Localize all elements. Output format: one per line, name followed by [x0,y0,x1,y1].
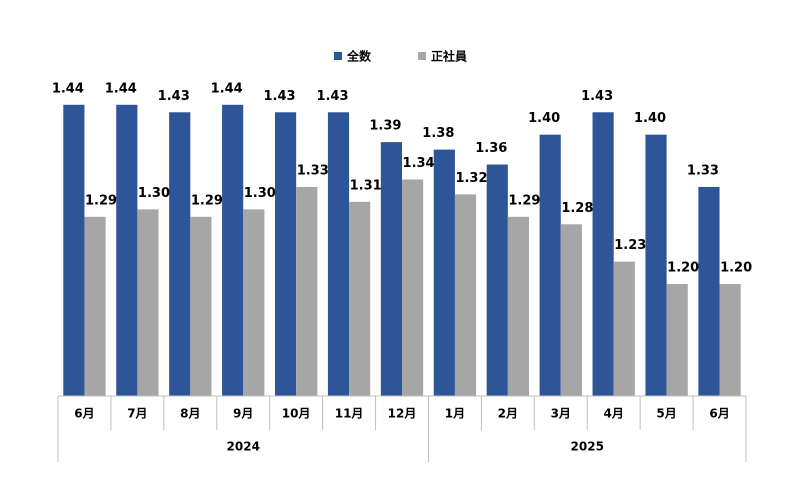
value-label: 1.44 [105,81,137,96]
value-label: 1.23 [614,238,646,253]
bar [222,104,244,397]
bar [454,194,477,396]
bar [402,179,424,396]
bar [698,186,720,396]
value-label: 1.28 [561,201,593,216]
x-tick-label: 11月 [335,407,364,421]
value-label: 1.44 [211,81,243,96]
value-label: 1.34 [403,156,435,171]
x-tick-label: 10月 [282,407,311,421]
value-label: 1.40 [528,111,560,126]
bar [349,201,371,396]
bar [645,134,667,396]
bar [380,142,402,396]
value-label: 1.39 [369,119,401,134]
value-label: 1.30 [138,186,170,201]
x-tick-label: 7月 [127,407,147,421]
value-label: 1.43 [316,89,348,104]
bar [190,216,212,396]
x-tick-label: 3月 [551,407,571,421]
x-tick-label: 6月 [74,407,94,421]
bar [116,104,138,397]
bar [63,104,85,397]
bar [539,134,561,396]
x-tick-label: 8月 [180,407,200,421]
value-label: 1.43 [158,89,190,104]
bar [84,216,106,396]
legend-label: 全数 [346,49,372,64]
value-label: 1.20 [720,261,752,276]
x-tick-label: 9月 [233,407,253,421]
bar [507,216,530,396]
legend-swatch [334,52,342,60]
value-label: 1.31 [350,178,382,193]
value-label: 1.29 [191,193,223,208]
bar [274,112,297,397]
bar [666,284,688,396]
bar [486,164,508,396]
x-tick-label: 5月 [656,407,676,421]
value-label: 1.38 [422,126,454,141]
legend-swatch [418,52,426,60]
value-label: 1.40 [634,111,666,126]
value-label: 1.33 [297,163,329,178]
value-label: 1.33 [687,163,719,178]
bar [169,112,191,397]
x-tick-label: 4月 [604,407,624,421]
bar [433,149,455,396]
legend-label: 正社員 [431,49,467,64]
bar [327,112,350,397]
bar [592,112,614,397]
x-tick-label: 2月 [498,407,518,421]
value-label: 1.30 [244,186,276,201]
bar [719,284,741,396]
value-label: 1.43 [264,89,296,104]
group-label: 2025 [571,440,604,454]
value-label: 1.43 [581,89,613,104]
value-label: 1.32 [455,171,487,186]
bar [560,224,582,396]
x-tick-label: 1月 [445,407,465,421]
value-label: 1.29 [508,193,540,208]
value-label: 1.36 [475,141,507,156]
group-label: 2024 [227,440,260,454]
value-label: 1.29 [85,193,117,208]
value-label: 1.44 [52,81,84,96]
value-label: 1.20 [667,261,699,276]
x-tick-label: 6月 [709,407,729,421]
bar [243,209,265,396]
bar [296,186,318,396]
x-tick-label: 12月 [388,407,417,421]
bar [137,209,159,396]
bar [613,261,635,396]
